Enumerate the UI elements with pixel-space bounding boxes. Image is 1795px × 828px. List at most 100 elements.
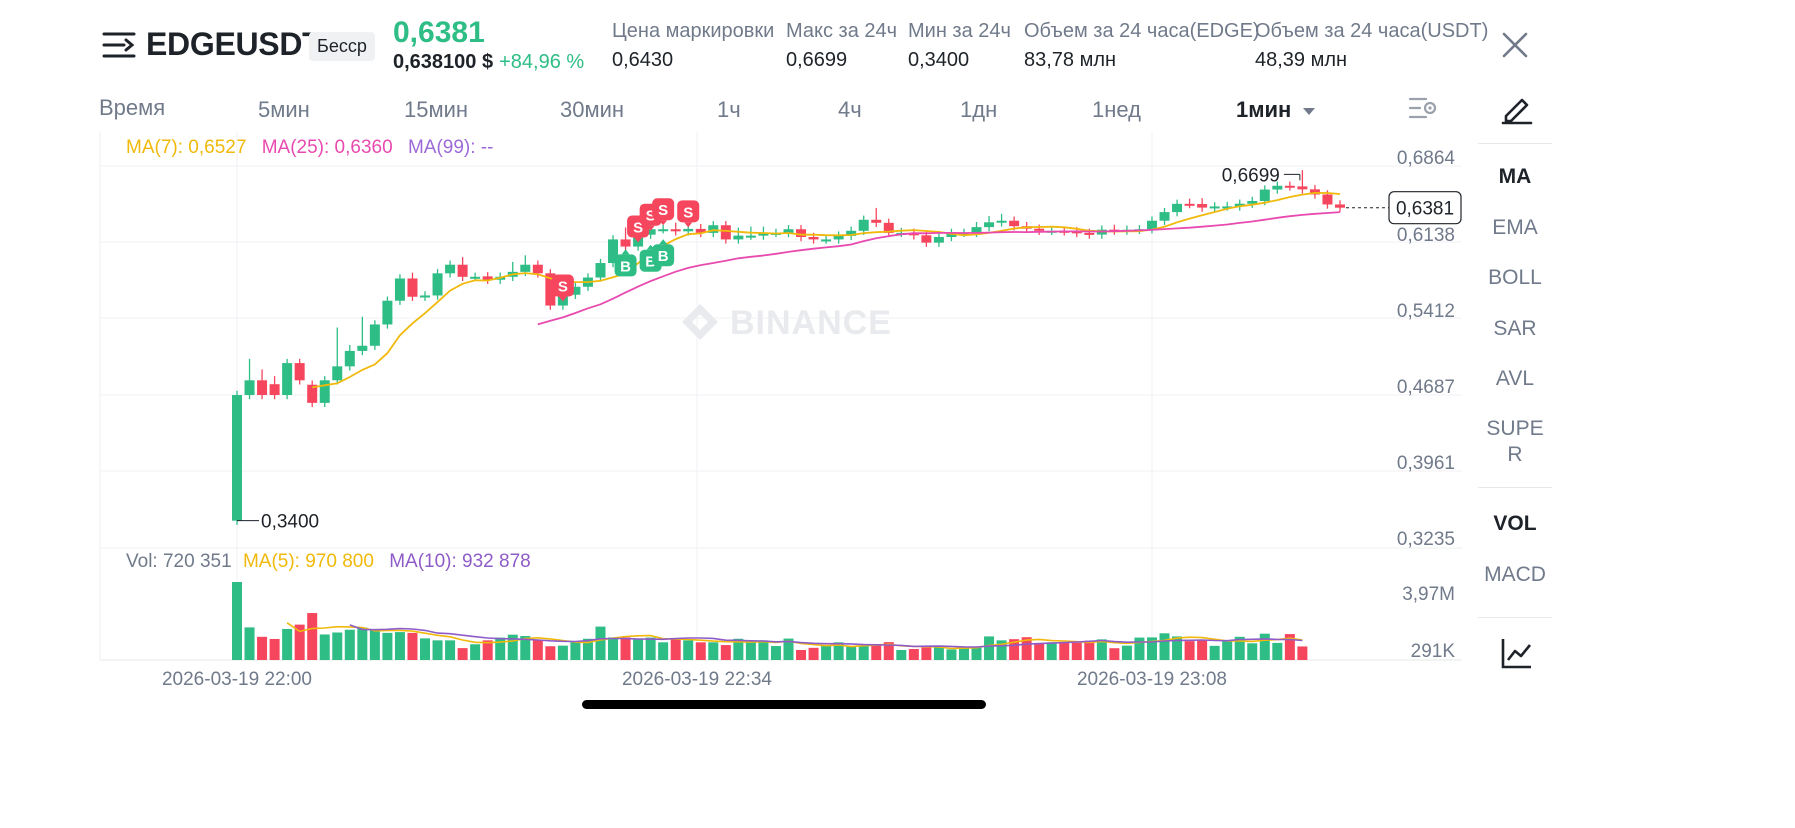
price-chart[interactable]: BINANCE SSS S SB B B 0,68640,61380,54120,468… (0, 128, 1478, 688)
volume-bar (683, 640, 694, 660)
candle (269, 384, 280, 396)
volume-bar (232, 582, 242, 660)
stat-label: Объем за 24 часа(EDGE) (1024, 20, 1260, 42)
tab-1d[interactable]: 1дн (960, 97, 998, 122)
candle (1084, 232, 1095, 235)
volume-bar (933, 646, 944, 660)
tab-1w[interactable]: 1нед (1092, 97, 1141, 122)
vol-legend-value: Vol: 720 351 (126, 551, 232, 572)
symbol-title[interactable]: EDGEUSDT (146, 26, 322, 62)
close-icon[interactable] (1500, 30, 1530, 60)
volume-bar (307, 613, 318, 660)
candle (1322, 194, 1333, 205)
tab-15min[interactable]: 15мин (404, 97, 469, 122)
stats-row: Цена маркировки 0,6430 Макс за 24ч 0,669… (612, 20, 1512, 80)
volume-bar (896, 649, 907, 660)
volume-bar (833, 642, 844, 660)
ma25-legend: MA(25): 0,6360 (261, 137, 393, 158)
stat-low-24h: Мин за 24ч 0,3400 (908, 20, 1011, 72)
volume-bar (645, 637, 656, 660)
candle (1297, 186, 1308, 190)
high-label: 0,6699 (1222, 165, 1280, 186)
sell-marker: S (652, 198, 675, 226)
indicator-ema[interactable]: EMA (1492, 216, 1538, 239)
volume-bar (670, 638, 681, 660)
marker-pointer (634, 237, 643, 243)
marker-pointer (621, 249, 630, 255)
volume-bar (1046, 642, 1057, 660)
candle (733, 235, 744, 240)
volume-bar (369, 629, 380, 660)
sell-marker: S (677, 200, 700, 228)
candle (369, 324, 380, 346)
candle (608, 239, 619, 264)
stat-label: Мин за 24ч (908, 20, 1011, 42)
volume-bar (946, 649, 957, 660)
tab-1min-dropdown[interactable]: 1мин (1236, 97, 1316, 123)
tab-4h[interactable]: 4ч (838, 97, 862, 122)
candle (658, 229, 669, 232)
candle (758, 232, 769, 236)
candle (445, 264, 456, 274)
indicator-macd[interactable]: MACD (1484, 563, 1546, 586)
candle (1209, 206, 1220, 209)
indicator-vol[interactable]: VOL (1493, 512, 1537, 535)
candle (1197, 204, 1208, 208)
candle (708, 225, 719, 233)
candle (282, 363, 293, 396)
volume-bar (557, 645, 568, 660)
indicator-sar[interactable]: SAR (1493, 317, 1537, 340)
volume-bar (294, 624, 305, 660)
volume-bar (332, 632, 343, 660)
volume-bar (282, 628, 293, 660)
candle (1222, 206, 1233, 209)
current-price-label: 0,6381 (1396, 199, 1454, 220)
indicator-supertrend[interactable]: SUPE R (1486, 417, 1544, 466)
binance-watermark: BINANCE (730, 304, 892, 342)
ma7-legend: MA(7): 0,6527 (126, 137, 247, 158)
chart-settings-icon[interactable] (1408, 94, 1438, 122)
volume-bar (883, 642, 894, 660)
draw-tool-icon[interactable] (1500, 92, 1534, 126)
volume-bar (1259, 633, 1270, 660)
marker-pointer (558, 296, 567, 302)
indicator-ma[interactable]: MA (1498, 165, 1532, 188)
vol-ma5-legend: MA(5): 970 800 (242, 551, 374, 572)
candle (1172, 203, 1183, 213)
volume-bar (582, 638, 593, 660)
volume-bar (319, 634, 330, 660)
candle (620, 239, 631, 247)
volume-bar (921, 647, 932, 660)
volume-bar (1222, 641, 1233, 660)
tab-1h[interactable]: 1ч (717, 97, 741, 122)
indicator-avl[interactable]: AVL (1495, 367, 1535, 390)
volume-bar (532, 640, 543, 660)
volume-bar (344, 629, 355, 660)
binance-logo-icon (682, 304, 718, 340)
volume-bar (1096, 639, 1107, 660)
candle (745, 235, 756, 238)
line-chart-icon[interactable] (1500, 636, 1534, 670)
stat-value: 0,6430 (612, 49, 674, 71)
tab-30min[interactable]: 30мин (560, 97, 625, 122)
volume-bar (720, 645, 731, 660)
volume-bar (1234, 636, 1245, 660)
marker-text: S (558, 279, 568, 296)
volume-bar (482, 640, 493, 660)
stat-mark-price: Цена маркировки 0,6430 (612, 20, 774, 72)
volume-bar (808, 647, 819, 660)
indicator-boll[interactable]: BOLL (1488, 266, 1542, 289)
candle (858, 219, 869, 231)
menu-icon[interactable] (102, 28, 136, 62)
volume-bar (1071, 642, 1082, 660)
price-axis-tick: 0,3961 (1397, 453, 1455, 474)
candle (357, 345, 368, 351)
contract-type-badge: Бесср (309, 32, 375, 61)
tab-5min[interactable]: 5мин (258, 97, 310, 122)
volume-bar (1121, 645, 1132, 660)
last-price: 0,6381 (393, 16, 485, 49)
volume-bar (432, 640, 443, 660)
volume-bar (1197, 639, 1208, 660)
price-usd-row: 0,638100 $ +84,96 % (393, 51, 584, 74)
volume-bar (1297, 646, 1308, 660)
